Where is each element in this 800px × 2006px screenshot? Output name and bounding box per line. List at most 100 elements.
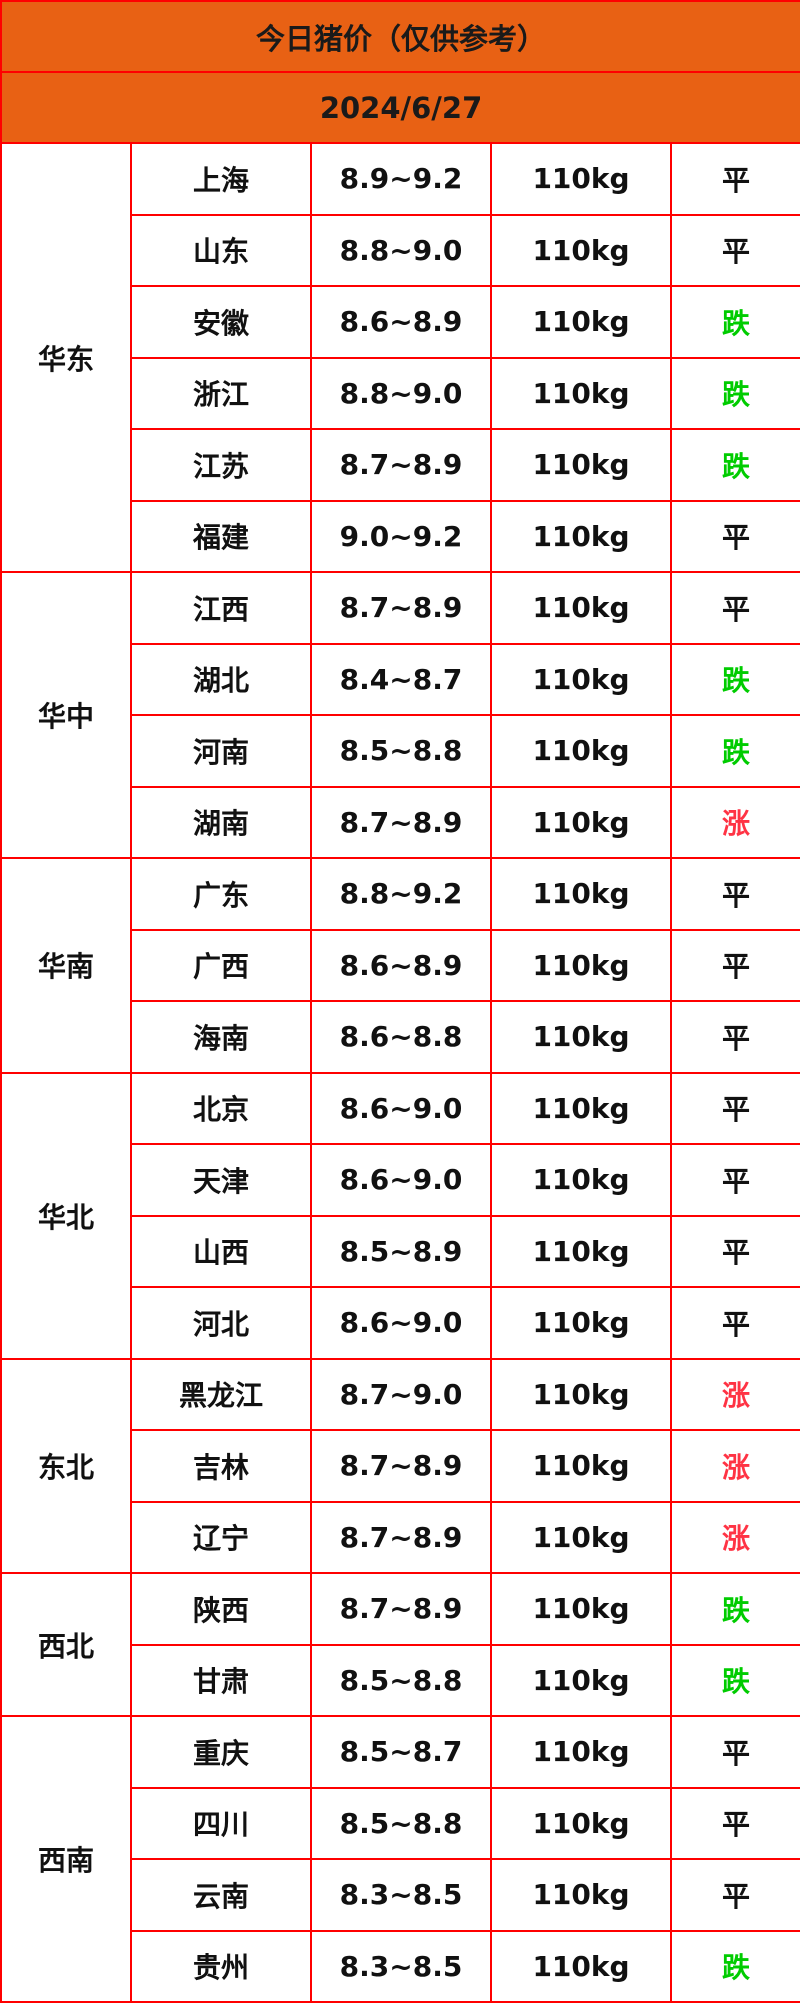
trend-cell: 跌	[669, 714, 800, 788]
price-range-cell: 8.6~8.8	[310, 1000, 492, 1074]
trend-cell: 跌	[669, 1643, 800, 1717]
trend-cell: 跌	[669, 1929, 800, 2003]
region-cell: 东北	[0, 1357, 132, 1574]
weight-cell: 110kg	[490, 785, 672, 859]
table-row: 华北 北京 8.6~9.0 110kg 平	[0, 1071, 800, 1360]
province-cell: 辽宁	[130, 1500, 312, 1574]
province-cell: 浙江	[130, 356, 312, 430]
weight-cell: 110kg	[490, 1286, 672, 1360]
province-cell: 黑龙江	[130, 1357, 312, 1431]
region-cell: 华东	[0, 142, 132, 573]
price-range-cell: 8.5~8.7	[310, 1715, 492, 1789]
table-row: 贵州 8.3~8.5 110kg 跌	[1, 1929, 800, 2003]
table-row: 云南 8.3~8.5 110kg 平	[1, 1858, 800, 1932]
weight-cell: 110kg	[490, 1071, 672, 1145]
province-cell: 湖南	[130, 785, 312, 859]
table-row: 广西 8.6~8.9 110kg 平	[1, 928, 800, 1002]
table-row: 西北 陕西 8.7~8.9 110kg 跌	[0, 1572, 800, 1717]
province-cell: 北京	[130, 1071, 312, 1145]
trend-cell: 涨	[669, 785, 800, 859]
table-row: 浙江 8.8~9.0 110kg 跌	[1, 356, 800, 430]
table-row: 西南 重庆 8.5~8.7 110kg 平	[0, 1715, 800, 2003]
weight-cell: 110kg	[490, 213, 672, 287]
table-row: 华东 上海 8.9~9.2 110kg 平	[0, 142, 800, 573]
price-range-cell: 8.9~9.2	[310, 142, 492, 216]
price-range-cell: 8.5~8.8	[310, 1643, 492, 1717]
title-row: 今日猪价（仅供参考）	[0, 0, 800, 73]
table-row: 安徽 8.6~8.9 110kg 跌	[1, 285, 800, 359]
table-row: 四川 8.5~8.8 110kg 平	[1, 1786, 800, 1860]
table-row: 福建 9.0~9.2 110kg 平	[1, 499, 800, 573]
price-range-cell: 8.7~8.9	[310, 571, 492, 645]
province-cell: 河南	[130, 714, 312, 788]
province-cell: 山东	[130, 213, 312, 287]
weight-cell: 110kg	[490, 499, 672, 573]
price-range-cell: 8.6~9.0	[310, 1286, 492, 1360]
weight-cell: 110kg	[490, 1429, 672, 1503]
province-cell: 山西	[130, 1214, 312, 1288]
region-cell: 西北	[0, 1572, 132, 1717]
weight-cell: 110kg	[490, 1643, 672, 1717]
trend-cell: 涨	[669, 1357, 800, 1431]
region-cell: 西南	[0, 1715, 132, 2003]
price-range-cell: 8.3~8.5	[310, 1929, 492, 2003]
price-range-cell: 8.7~8.9	[310, 1429, 492, 1503]
price-range-cell: 8.4~8.7	[310, 642, 492, 716]
province-cell: 江西	[130, 571, 312, 645]
weight-cell: 110kg	[490, 1929, 672, 2003]
price-range-cell: 8.3~8.5	[310, 1858, 492, 1932]
price-range-cell: 8.6~8.9	[310, 928, 492, 1002]
trend-cell: 平	[669, 499, 800, 573]
table-row: 辽宁 8.7~8.9 110kg 涨	[1, 1500, 800, 1574]
province-cell: 上海	[130, 142, 312, 216]
weight-cell: 110kg	[490, 857, 672, 931]
weight-cell: 110kg	[490, 642, 672, 716]
price-range-cell: 8.5~8.9	[310, 1214, 492, 1288]
province-cell: 陕西	[130, 1572, 312, 1646]
price-range-cell: 8.7~8.9	[310, 1572, 492, 1646]
region-cell: 华南	[0, 857, 132, 1074]
province-cell: 安徽	[130, 285, 312, 359]
province-cell: 贵州	[130, 1929, 312, 2003]
weight-cell: 110kg	[490, 1214, 672, 1288]
price-range-cell: 8.7~8.9	[310, 428, 492, 502]
weight-cell: 110kg	[490, 1357, 672, 1431]
weight-cell: 110kg	[490, 1715, 672, 1789]
price-range-cell: 8.5~8.8	[310, 714, 492, 788]
weight-cell: 110kg	[490, 928, 672, 1002]
weight-cell: 110kg	[490, 1786, 672, 1860]
trend-cell: 涨	[669, 1500, 800, 1574]
price-range-cell: 8.7~8.9	[310, 1500, 492, 1574]
price-range-cell: 8.8~9.0	[310, 213, 492, 287]
province-cell: 重庆	[130, 1715, 312, 1789]
trend-cell: 平	[669, 571, 800, 645]
table-row: 天津 8.6~9.0 110kg 平	[1, 1143, 800, 1217]
table-row: 海南 8.6~8.8 110kg 平	[1, 1000, 800, 1074]
trend-cell: 平	[669, 1715, 800, 1789]
price-range-cell: 8.8~9.2	[310, 857, 492, 931]
price-range-cell: 8.8~9.0	[310, 356, 492, 430]
table-row: 山东 8.8~9.0 110kg 平	[1, 213, 800, 287]
table-row: 河南 8.5~8.8 110kg 跌	[1, 714, 800, 788]
price-range-cell: 8.6~9.0	[310, 1143, 492, 1217]
trend-cell: 平	[669, 1071, 800, 1145]
trend-cell: 平	[669, 213, 800, 287]
trend-cell: 平	[669, 1143, 800, 1217]
trend-cell: 平	[669, 1858, 800, 1932]
weight-cell: 110kg	[490, 1000, 672, 1074]
weight-cell: 110kg	[490, 428, 672, 502]
province-cell: 四川	[130, 1786, 312, 1860]
province-cell: 江苏	[130, 428, 312, 502]
table-row: 江苏 8.7~8.9 110kg 跌	[1, 428, 800, 502]
table-row: 吉林 8.7~8.9 110kg 涨	[1, 1429, 800, 1503]
trend-cell: 跌	[669, 285, 800, 359]
region-cell: 华北	[0, 1071, 132, 1360]
table-row: 湖北 8.4~8.7 110kg 跌	[1, 642, 800, 716]
table-row: 华中 江西 8.7~8.9 110kg 平	[0, 571, 800, 859]
trend-cell: 平	[669, 928, 800, 1002]
trend-cell: 跌	[669, 428, 800, 502]
weight-cell: 110kg	[490, 1858, 672, 1932]
trend-cell: 平	[669, 1786, 800, 1860]
province-cell: 天津	[130, 1143, 312, 1217]
